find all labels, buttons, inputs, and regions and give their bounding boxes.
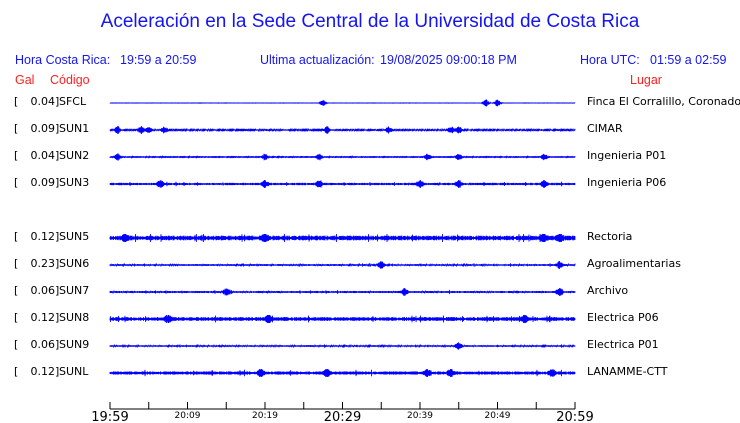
station-code: SUNL (59, 365, 89, 378)
column-gal: Gal (15, 73, 35, 87)
utc-label: Hora UTC: (580, 53, 640, 67)
column-place: Lugar (630, 73, 662, 87)
station-code: SFCL (59, 95, 87, 108)
station-place: Finca El Corralillo, Coronado (587, 95, 740, 108)
trace-sun3 (109, 179, 576, 189)
bracket-close: ] (55, 230, 60, 243)
station-gal: 0.12 (30, 311, 56, 324)
bracket-close: ] (55, 338, 60, 351)
tick-label: 20:59 (556, 410, 593, 423)
column-code: Código (50, 73, 90, 87)
station-place: Electrica P01 (587, 338, 659, 351)
station-place: Ingenieria P06 (587, 176, 667, 189)
bracket-close: ] (55, 95, 60, 108)
station-place: CIMAR (587, 122, 623, 135)
update-value: 19/08/2025 09:00:18 PM (380, 53, 517, 67)
station-gal: 0.09 (30, 176, 56, 189)
station-place: Archivo (587, 284, 629, 297)
trace-sun5 (109, 233, 576, 243)
station-gal: 0.12 (30, 365, 56, 378)
bracket-open: [ (14, 230, 19, 243)
bracket-open: [ (14, 365, 19, 378)
station-code: SUN8 (59, 311, 90, 324)
station-place: Agroalimentarias (587, 257, 681, 270)
station-code: SUN9 (59, 338, 90, 351)
bracket-close: ] (55, 257, 60, 270)
station-place: Ingenieria P01 (587, 149, 667, 162)
bracket-open: [ (14, 95, 19, 108)
trace-sun7 (109, 287, 576, 297)
local-time-range: 19:59 a 20:59 (120, 53, 197, 67)
tick-label: 20:19 (252, 411, 278, 421)
trace-sun1 (109, 125, 576, 135)
station-gal: 0.09 (30, 122, 56, 135)
tick-label: 20:09 (175, 411, 201, 421)
bracket-open: [ (14, 176, 19, 189)
station-place: Electrica P06 (587, 311, 659, 324)
station-place: Rectoria (587, 230, 633, 243)
trace-sun9 (109, 342, 576, 350)
bracket-close: ] (55, 149, 60, 162)
tick-label: 20:29 (324, 410, 361, 423)
bracket-open: [ (14, 311, 19, 324)
bracket-open: [ (14, 122, 19, 135)
bracket-close: ] (55, 122, 60, 135)
trace-sunl (109, 368, 576, 378)
station-gal: 0.04 (30, 149, 56, 162)
station-gal: 0.23 (30, 257, 56, 270)
bracket-open: [ (14, 149, 19, 162)
station-code: SUN1 (59, 122, 90, 135)
page-title: Aceleración en la Sede Central de la Uni… (100, 11, 640, 32)
station-code: SUN6 (59, 257, 90, 270)
bracket-close: ] (55, 365, 60, 378)
bracket-close: ] (55, 311, 60, 324)
tick-label: 20:39 (407, 411, 433, 421)
bracket-open: [ (14, 284, 19, 297)
station-place: LANAMME-CTT (587, 365, 668, 378)
bracket-open: [ (14, 338, 19, 351)
utc-range: 01:59 a 02:59 (650, 53, 727, 67)
trace-sun6 (109, 260, 576, 270)
trace-sun8 (109, 314, 576, 324)
station-code: SUN3 (59, 176, 90, 189)
station-gal: 0.04 (30, 95, 56, 108)
station-gal: 0.12 (30, 230, 56, 243)
trace-sfcl (109, 99, 576, 107)
station-gal: 0.06 (30, 338, 56, 351)
trace-sun2 (109, 153, 576, 161)
station-gal: 0.06 (30, 284, 56, 297)
update-label: Ultima actualización: (260, 53, 375, 67)
bracket-close: ] (55, 176, 60, 189)
bracket-open: [ (14, 257, 19, 270)
tick-label: 20:49 (485, 411, 511, 421)
bracket-close: ] (55, 284, 60, 297)
station-code: SUN5 (59, 230, 90, 243)
local-time-label: Hora Costa Rica: (15, 53, 111, 67)
station-code: SUN2 (59, 149, 90, 162)
tick-label: 19:59 (91, 410, 128, 423)
station-code: SUN7 (59, 284, 90, 297)
